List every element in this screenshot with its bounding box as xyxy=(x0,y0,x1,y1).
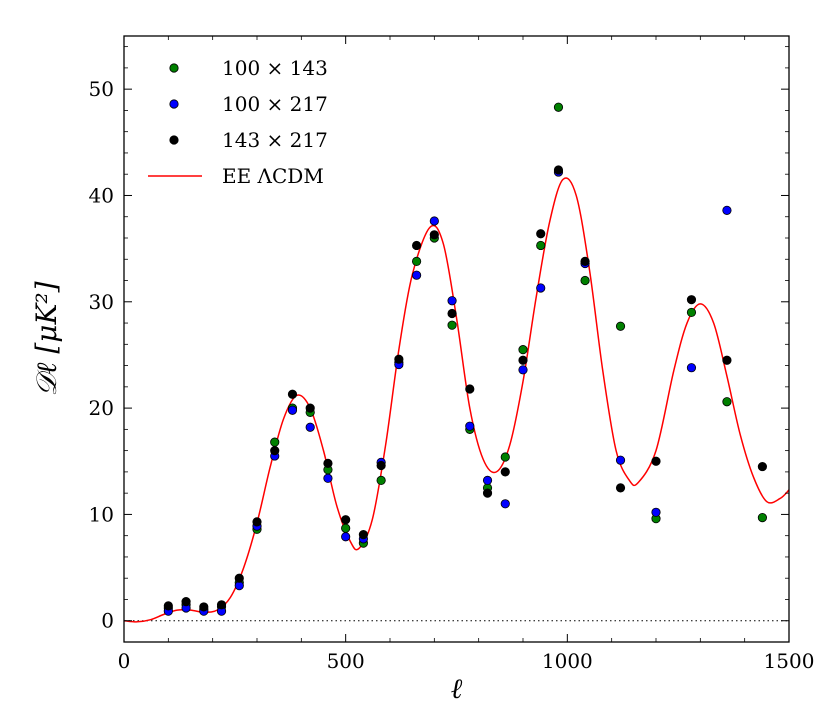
data-point-series-0 xyxy=(518,345,528,355)
data-point-series-1 xyxy=(536,283,546,293)
data-point-series-2 xyxy=(287,389,298,399)
data-point-series-2 xyxy=(376,460,386,471)
legend: 100 × 143 100 × 217 143 × 217 EE ΛCDM xyxy=(148,56,328,188)
legend-marker-2 xyxy=(169,135,179,145)
data-point-series-2 xyxy=(757,461,768,472)
data-point-series-2 xyxy=(252,517,262,527)
data-point-series-2 xyxy=(181,596,191,607)
data-point-series-2 xyxy=(447,308,457,319)
data-point-series-0 xyxy=(536,240,546,251)
data-point-series-2 xyxy=(358,530,368,540)
data-point-series-1 xyxy=(518,365,528,375)
data-point-series-2 xyxy=(216,600,227,610)
data-point-series-2 xyxy=(518,355,528,365)
data-point-series-2 xyxy=(199,602,209,612)
data-point-series-0 xyxy=(270,437,280,447)
data-point-series-2 xyxy=(429,230,439,240)
plot-area xyxy=(124,102,789,623)
data-point-series-1 xyxy=(482,475,493,485)
data-point-series-2 xyxy=(722,355,732,365)
data-point-series-2 xyxy=(553,165,564,175)
x-tick-label: 500 xyxy=(327,649,365,673)
plot-frame xyxy=(123,35,790,643)
data-point-series-0 xyxy=(580,275,590,286)
y-tick-label: 30 xyxy=(89,290,114,314)
data-point-series-0 xyxy=(686,307,697,318)
data-point-series-2 xyxy=(163,601,173,611)
y-tick-label: 10 xyxy=(89,502,114,526)
data-point-series-2 xyxy=(270,446,280,456)
data-point-series-2 xyxy=(341,515,351,525)
legend-label-0: 100 × 143 xyxy=(222,56,328,80)
x-tick-label: 1500 xyxy=(764,649,815,673)
data-point-series-1 xyxy=(323,473,333,483)
x-axis-label: ℓ xyxy=(451,672,463,705)
data-point-series-2 xyxy=(615,483,626,493)
data-point-series-0 xyxy=(757,513,768,523)
y-axis-label: 𝒟ℓ [μK²] xyxy=(30,281,63,396)
data-point-series-2 xyxy=(323,458,333,468)
data-point-series-1 xyxy=(341,532,351,542)
data-point-series-0 xyxy=(722,397,732,407)
y-tick-label: 20 xyxy=(89,396,114,420)
legend-label-1: 100 × 217 xyxy=(222,92,328,116)
x-tick-label: 1000 xyxy=(542,649,593,673)
data-point-series-0 xyxy=(341,523,351,533)
data-point-series-0 xyxy=(411,256,422,266)
y-tick-label: 50 xyxy=(89,77,114,101)
data-point-series-2 xyxy=(305,403,315,413)
data-point-series-0 xyxy=(615,321,626,331)
data-point-series-1 xyxy=(686,363,697,373)
data-point-series-2 xyxy=(482,488,493,498)
data-point-series-1 xyxy=(651,507,661,517)
data-point-series-2 xyxy=(580,256,590,266)
data-point-series-1 xyxy=(447,296,457,306)
data-point-series-0 xyxy=(553,102,564,112)
y-tick-label: 40 xyxy=(89,183,114,207)
data-point-series-1 xyxy=(429,216,439,226)
data-point-series-0 xyxy=(376,475,386,485)
data-point-series-1 xyxy=(411,270,422,280)
data-point-series-2 xyxy=(411,240,422,251)
data-point-series-0 xyxy=(500,452,510,462)
legend-label-2: 143 × 217 xyxy=(222,128,328,152)
data-point-series-1 xyxy=(287,405,298,415)
data-point-series-2 xyxy=(465,384,475,394)
data-point-series-1 xyxy=(722,205,732,215)
data-point-series-1 xyxy=(305,422,315,432)
data-point-series-2 xyxy=(394,354,404,364)
data-point-series-1 xyxy=(500,499,510,509)
legend-label-3: EE ΛCDM xyxy=(222,164,324,188)
data-point-series-2 xyxy=(536,229,546,239)
legend-marker-0 xyxy=(169,63,179,73)
legend-marker-1 xyxy=(169,99,179,109)
data-point-series-1 xyxy=(465,421,475,431)
data-point-series-2 xyxy=(234,573,244,583)
data-point-series-2 xyxy=(500,467,510,477)
data-point-series-2 xyxy=(651,456,661,466)
data-point-series-1 xyxy=(615,455,626,465)
series-line-3 xyxy=(124,177,789,623)
data-point-series-2 xyxy=(686,295,697,305)
data-point-series-0 xyxy=(447,320,457,330)
x-tick-label: 0 xyxy=(118,649,131,673)
y-tick-label: 0 xyxy=(101,609,114,633)
